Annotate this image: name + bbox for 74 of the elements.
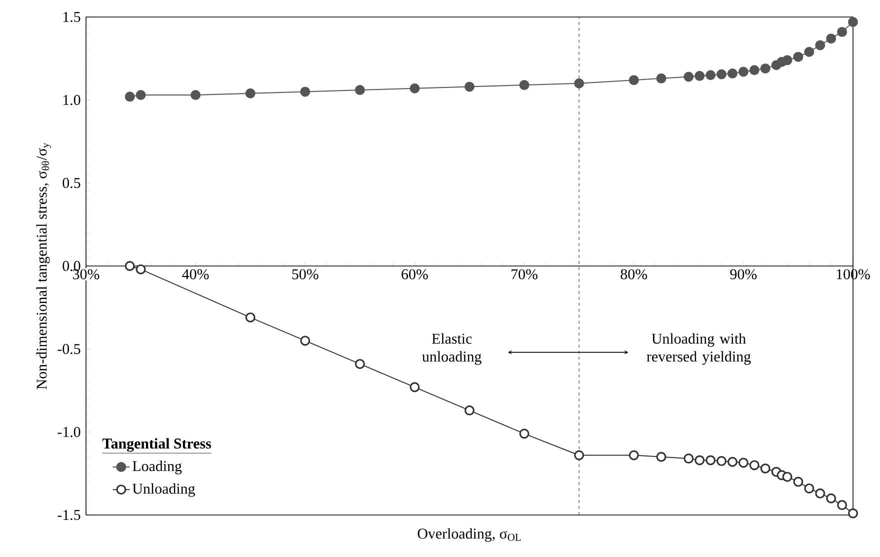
annotation: Unloading with reversed yielding [646,333,751,365]
point [136,90,146,100]
y-tick-label: 0.5 [62,178,80,188]
y-tick-label: -0.5 [58,344,80,354]
point [136,264,146,274]
point [716,456,727,466]
point [848,16,858,27]
annotation: Elastic unloading [422,333,482,365]
point [354,85,365,96]
point [727,68,738,78]
y-tick-label: -1.5 [58,510,80,520]
x-tick-label: 50% [292,269,318,280]
point [826,493,836,504]
point [837,500,848,510]
point [628,450,639,460]
point [124,260,135,271]
point [245,312,256,322]
point [245,88,256,98]
point [826,34,836,44]
point [684,72,694,82]
point [782,55,792,66]
point [804,46,814,57]
point [574,450,584,460]
point [628,75,639,86]
point [684,454,694,464]
point [738,458,748,468]
x-axis-title: Overloading, σ$_{OL}$ [418,528,521,542]
point [300,336,310,346]
y-tick-label: -1.0 [58,426,80,438]
point [793,476,804,487]
point [738,66,748,77]
x-tick-label: 60% [402,269,428,280]
point [782,472,792,482]
point [410,83,420,94]
point [706,455,716,466]
legend-title: Tangential Stress [102,438,212,452]
point [464,82,475,92]
point [815,40,826,50]
point [716,69,727,80]
point [760,464,770,474]
x-tick-label: 40% [182,269,209,280]
point [354,358,365,369]
point [760,63,770,74]
point [300,86,310,97]
y-tick-label: 1.5 [63,12,80,22]
y-axis-title: Non-dimensional tangential stress, σ$_{θθ}$/σ$_{y}$ [36,142,51,390]
point [815,488,826,498]
point [848,508,858,518]
point [804,483,814,494]
x-tick-label: 80% [620,269,648,280]
point [124,92,135,102]
point [837,26,848,37]
point [706,70,716,80]
y-tick-label: 1.0 [63,94,80,106]
y-tick-label: 0.0 [62,260,80,272]
point [190,90,201,100]
point [694,70,705,81]
point [749,65,760,76]
legend-label: Loading [132,460,182,474]
point [727,456,738,467]
point [694,455,705,466]
point [656,452,666,462]
point [464,405,475,416]
x-tick-label: 30% [73,269,100,280]
x-tick-label: 90% [730,269,757,280]
point [410,382,420,392]
point [574,78,584,88]
point [749,460,760,470]
legend-label: Unloading [132,483,195,497]
x-tick-label: 70% [512,269,538,280]
point [519,80,530,90]
point [656,73,666,84]
point [519,428,530,439]
point [793,52,804,62]
